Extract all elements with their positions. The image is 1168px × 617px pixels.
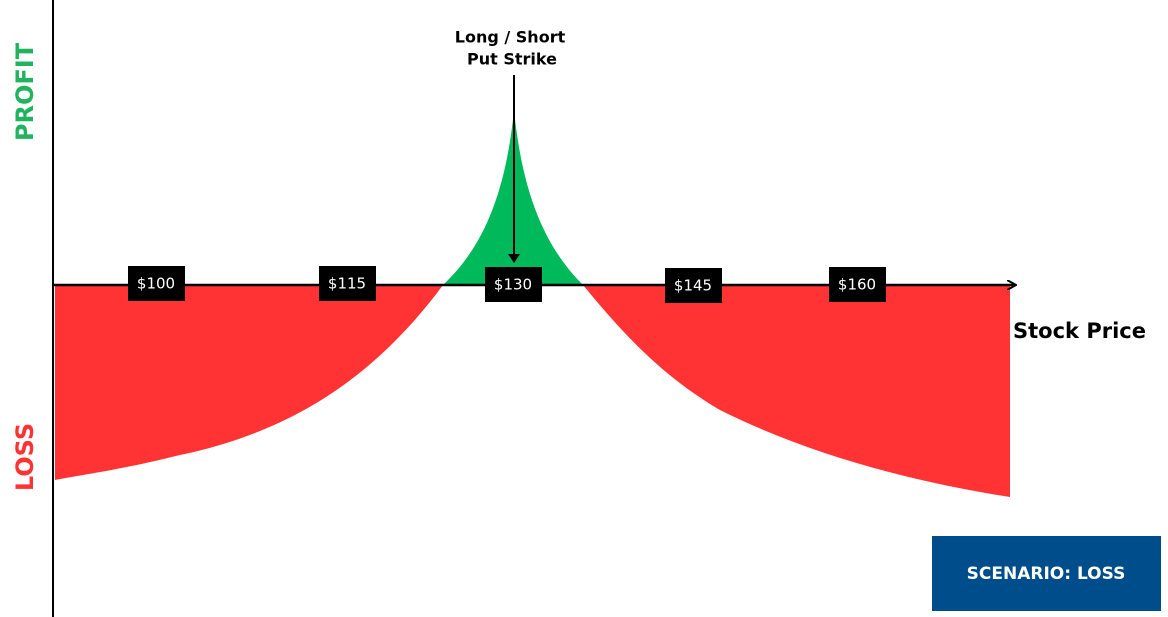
- profit-label: PROFIT: [11, 42, 39, 141]
- price-box: [665, 268, 722, 303]
- price-label: $100: [137, 275, 175, 293]
- x-axis-label: Stock Price: [1013, 319, 1146, 343]
- price-label: $115: [328, 275, 366, 293]
- price-box: [485, 267, 542, 302]
- price-label: $145: [674, 277, 712, 295]
- scenario-label: SCENARIO: LOSS: [967, 564, 1126, 584]
- price-labels: $100 $115 $130 $145 $160: [128, 266, 886, 303]
- annotation-text: Long / Short: [455, 28, 566, 47]
- loss-area-right: [583, 285, 1010, 497]
- price-label: $160: [838, 276, 876, 294]
- annotation-text: Put Strike: [467, 50, 557, 69]
- loss-area-left: [55, 285, 443, 480]
- loss-label: LOSS: [11, 423, 39, 491]
- price-box: [128, 266, 185, 301]
- price-box: [829, 267, 886, 302]
- price-box: [319, 266, 376, 301]
- scenario-box: [932, 536, 1161, 611]
- price-label: $130: [494, 276, 532, 294]
